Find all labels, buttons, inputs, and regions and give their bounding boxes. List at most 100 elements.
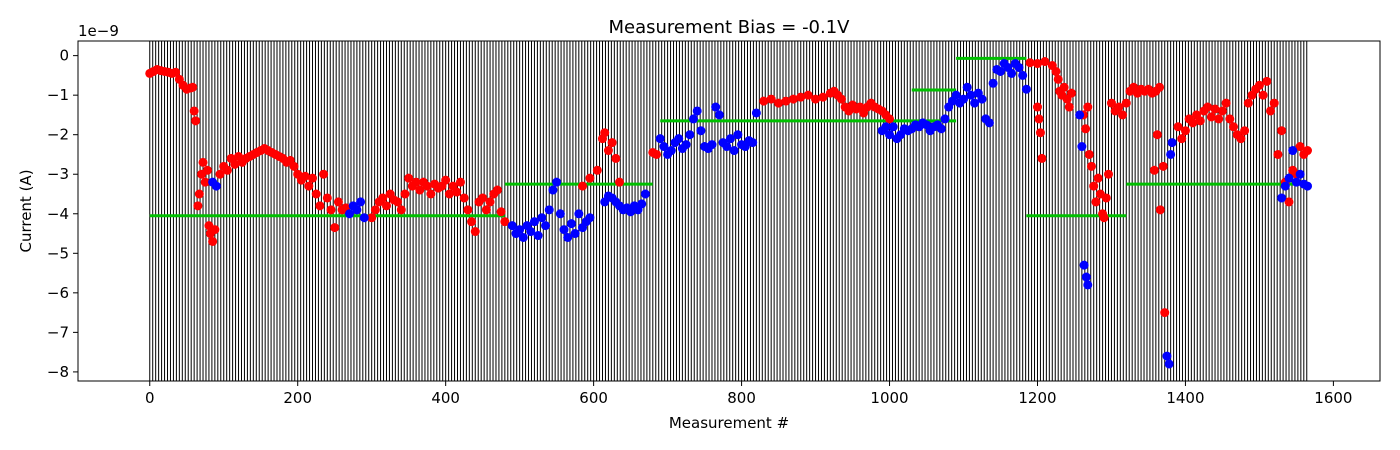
data-point bbox=[1093, 173, 1103, 183]
data-point bbox=[681, 140, 691, 150]
data-point bbox=[659, 142, 669, 152]
data-point bbox=[707, 140, 717, 150]
data-point bbox=[1007, 68, 1017, 78]
data-point bbox=[518, 232, 528, 242]
data-point bbox=[1053, 74, 1063, 84]
data-point bbox=[592, 165, 602, 175]
data-point bbox=[1037, 153, 1047, 163]
data-point bbox=[222, 165, 232, 175]
data-point bbox=[1266, 106, 1276, 116]
data-point bbox=[888, 122, 898, 132]
data-point bbox=[748, 138, 758, 148]
data-point bbox=[1155, 82, 1165, 92]
data-point bbox=[1173, 122, 1183, 132]
data-point bbox=[1064, 102, 1074, 112]
data-point bbox=[400, 189, 410, 199]
data-point bbox=[188, 82, 198, 92]
data-point bbox=[344, 209, 354, 219]
plot-area bbox=[145, 41, 1313, 381]
data-point bbox=[1086, 161, 1096, 171]
data-point bbox=[200, 177, 210, 187]
x-axis-title: Measurement # bbox=[669, 414, 789, 432]
data-point bbox=[1277, 126, 1287, 136]
data-point bbox=[478, 193, 488, 203]
data-point bbox=[198, 157, 208, 167]
data-point bbox=[289, 161, 299, 171]
data-point bbox=[1089, 181, 1099, 191]
data-point bbox=[308, 173, 318, 183]
data-point bbox=[1040, 57, 1050, 67]
data-point bbox=[803, 90, 813, 100]
data-point bbox=[507, 221, 517, 231]
data-point bbox=[537, 213, 547, 223]
data-point bbox=[230, 159, 240, 169]
data-point bbox=[415, 185, 425, 195]
data-point bbox=[811, 94, 821, 104]
y-tick-label: −2 bbox=[47, 126, 69, 144]
data-point bbox=[725, 134, 735, 144]
data-point bbox=[759, 96, 769, 106]
data-point bbox=[603, 146, 613, 156]
data-point bbox=[1262, 76, 1272, 86]
data-point bbox=[692, 106, 702, 116]
data-point bbox=[1077, 142, 1087, 152]
data-point bbox=[1254, 80, 1264, 90]
data-point bbox=[1162, 351, 1172, 361]
data-point bbox=[526, 227, 536, 237]
data-point bbox=[1258, 90, 1268, 100]
data-point bbox=[984, 118, 994, 128]
data-point bbox=[1303, 181, 1313, 191]
data-point bbox=[1188, 118, 1198, 128]
data-point bbox=[885, 130, 895, 140]
data-point bbox=[326, 205, 336, 215]
data-point bbox=[1035, 128, 1045, 138]
data-point bbox=[300, 171, 310, 181]
data-point bbox=[570, 229, 580, 239]
data-point bbox=[640, 189, 650, 199]
data-point bbox=[688, 114, 698, 124]
data-point bbox=[1025, 58, 1035, 68]
data-point bbox=[1206, 112, 1216, 122]
data-point bbox=[426, 189, 436, 199]
data-point bbox=[463, 205, 473, 215]
data-point bbox=[1079, 260, 1089, 270]
data-point bbox=[485, 197, 495, 207]
data-point bbox=[529, 217, 539, 227]
data-point bbox=[1067, 88, 1077, 98]
x-tick-label: 1200 bbox=[1018, 389, 1056, 407]
x-tick-label: 200 bbox=[283, 389, 312, 407]
data-point bbox=[1280, 181, 1290, 191]
data-point bbox=[1221, 98, 1231, 108]
data-point bbox=[322, 193, 332, 203]
data-point bbox=[378, 193, 388, 203]
data-point bbox=[1243, 98, 1253, 108]
data-point bbox=[304, 181, 314, 191]
data-point bbox=[1303, 146, 1313, 156]
data-point bbox=[496, 207, 506, 217]
data-point bbox=[962, 82, 972, 92]
data-point bbox=[422, 181, 432, 191]
data-point bbox=[1084, 149, 1094, 159]
data-point bbox=[1021, 84, 1031, 94]
data-point bbox=[600, 128, 610, 138]
data-point bbox=[836, 94, 846, 104]
data-point bbox=[208, 236, 218, 246]
data-point bbox=[652, 149, 662, 159]
data-point bbox=[1083, 280, 1093, 290]
data-point bbox=[1180, 126, 1190, 136]
data-point bbox=[215, 169, 225, 179]
data-point bbox=[674, 134, 684, 144]
data-point bbox=[459, 193, 469, 203]
data-point bbox=[885, 114, 895, 124]
y-tick-label: −5 bbox=[47, 244, 69, 262]
data-point bbox=[611, 153, 621, 163]
data-point bbox=[455, 177, 465, 187]
x-tick-label: 1600 bbox=[1314, 389, 1352, 407]
data-point bbox=[1240, 126, 1250, 136]
data-point bbox=[1166, 149, 1176, 159]
data-point bbox=[333, 197, 343, 207]
data-point bbox=[585, 213, 595, 223]
data-point bbox=[444, 189, 454, 199]
data-point bbox=[818, 92, 828, 102]
